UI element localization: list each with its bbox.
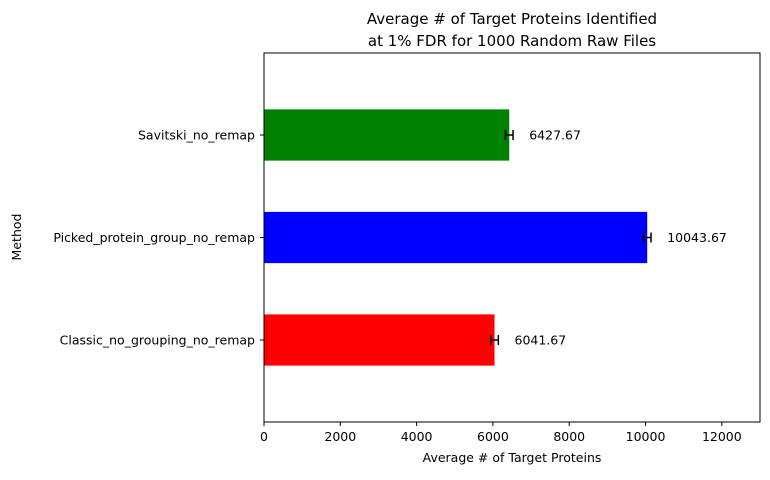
plot-frame xyxy=(263,52,761,423)
y-tick-label-0: Classic_no_grouping_no_remap xyxy=(60,333,255,348)
chart-title-line-2: at 1% FDR for 1000 Random Raw Files xyxy=(368,32,656,50)
bar-2 xyxy=(264,109,510,161)
data-label-2: 6427.67 xyxy=(529,128,581,143)
x-tick-label-2: 4000 xyxy=(401,429,433,444)
x-tick-label-4: 8000 xyxy=(553,429,585,444)
chart-title-line-1: Average # of Target Proteins Identified xyxy=(367,10,657,28)
y-tick-label-2: Savitski_no_remap xyxy=(138,128,255,143)
data-label-0: 6041.67 xyxy=(515,333,567,348)
data-label-1: 10043.67 xyxy=(667,230,727,245)
x-tick-label-0: 0 xyxy=(260,429,268,444)
x-tick-label-5: 10000 xyxy=(626,429,666,444)
bar-1 xyxy=(264,211,648,264)
bar-0 xyxy=(264,314,495,366)
plot-area: 6041.67 Classic_no_grouping_no_remap 10043… xyxy=(53,52,761,444)
y-axis-label: Method xyxy=(9,214,24,261)
x-tick-label-3: 6000 xyxy=(477,429,509,444)
x-tick-label-1: 2000 xyxy=(324,429,356,444)
x-axis-label: Average # of Target Proteins xyxy=(423,450,602,465)
x-tick-label-6: 12000 xyxy=(702,429,742,444)
y-tick-label-1: Picked_protein_group_no_remap xyxy=(53,230,255,245)
